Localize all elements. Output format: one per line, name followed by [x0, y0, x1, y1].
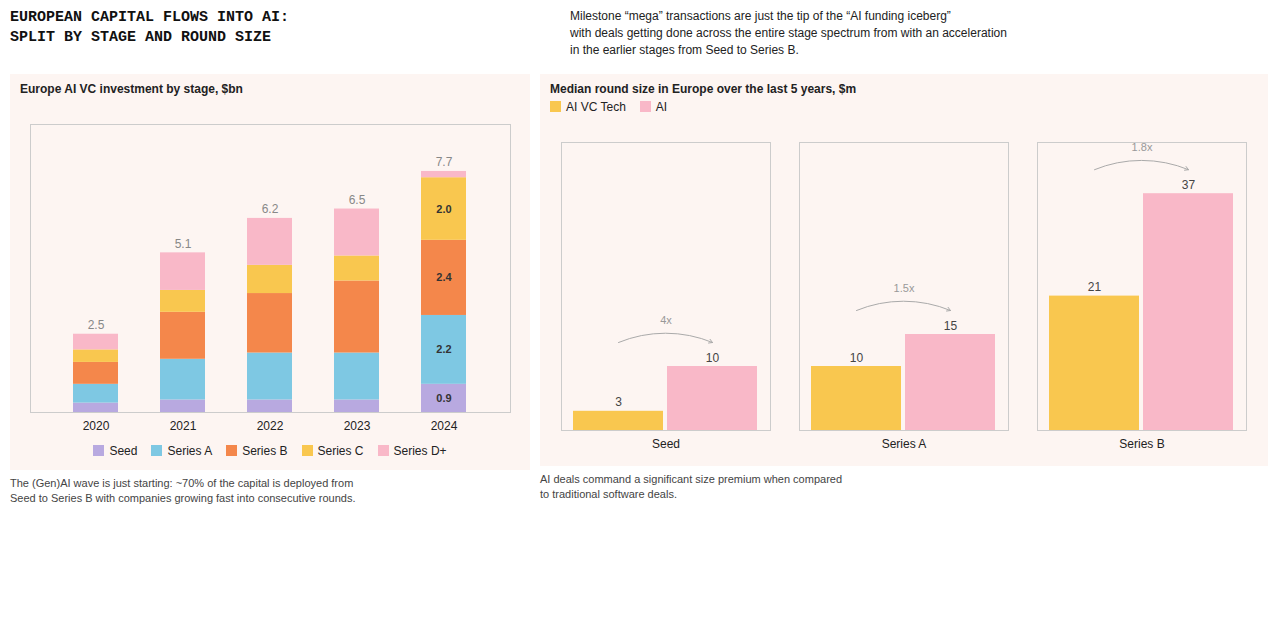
svg-text:3: 3 — [615, 395, 622, 409]
svg-text:4x: 4x — [660, 314, 672, 326]
svg-text:1.8x: 1.8x — [1132, 141, 1153, 153]
html-text:Median round size in Europe ov: Median round size in Europe over the las… — [550, 82, 857, 96]
svg-text:0.9: 0.9 — [436, 392, 451, 404]
svg-text:2024: 2024 — [431, 419, 458, 433]
html-text:Series D+: Series D+ — [393, 444, 447, 458]
html-text:Europe AI VC investment by sta: Europe AI VC investment by stage, $bn — [20, 82, 243, 96]
svg-text:2021: 2021 — [170, 419, 197, 433]
svg-text:7.7: 7.7 — [436, 155, 453, 169]
svg-text:2.2: 2.2 — [436, 343, 451, 355]
svg-text:2.5: 2.5 — [88, 318, 105, 332]
html-text:Series B: Series B — [242, 444, 288, 458]
html-text:AI deals command a significant: AI deals command a significant size prem… — [540, 473, 842, 500]
html-text:EUROPEAN CAPITAL FLOWS INTO AI: EUROPEAN CAPITAL FLOWS INTO AI: SPLIT BY… — [10, 9, 289, 46]
svg-text:10: 10 — [706, 351, 720, 365]
svg-text:Seed: Seed — [652, 437, 680, 451]
svg-text:2023: 2023 — [344, 419, 371, 433]
svg-text:6.5: 6.5 — [349, 193, 366, 207]
svg-text:10: 10 — [850, 351, 864, 365]
svg-text:2.0: 2.0 — [436, 203, 451, 215]
svg-text:37: 37 — [1182, 178, 1196, 192]
html-text:AI: AI — [655, 100, 668, 114]
html-text:Series A: Series A — [167, 444, 213, 458]
svg-text:Series B: Series B — [1119, 437, 1164, 451]
svg-text:15: 15 — [944, 319, 958, 333]
svg-text:6.2: 6.2 — [262, 202, 279, 216]
html-text:Series C: Series C — [317, 444, 364, 458]
html-text:AI VC Tech: AI VC Tech — [566, 100, 626, 114]
svg-text:2.4: 2.4 — [436, 271, 452, 283]
svg-text:2022: 2022 — [257, 419, 284, 433]
html-text:Milestone “mega” transactions: Milestone “mega” transactions are just t… — [570, 9, 1007, 57]
svg-text:1.5x: 1.5x — [894, 282, 915, 294]
svg-text:Series A: Series A — [882, 437, 927, 451]
svg-text:21: 21 — [1088, 280, 1102, 294]
html-text:Seed: Seed — [109, 444, 138, 458]
svg-text:2020: 2020 — [83, 419, 110, 433]
html-text:The (Gen)AI wave is just start: The (Gen)AI wave is just starting: ~70% … — [10, 477, 356, 504]
svg-text:5.1: 5.1 — [175, 237, 192, 251]
